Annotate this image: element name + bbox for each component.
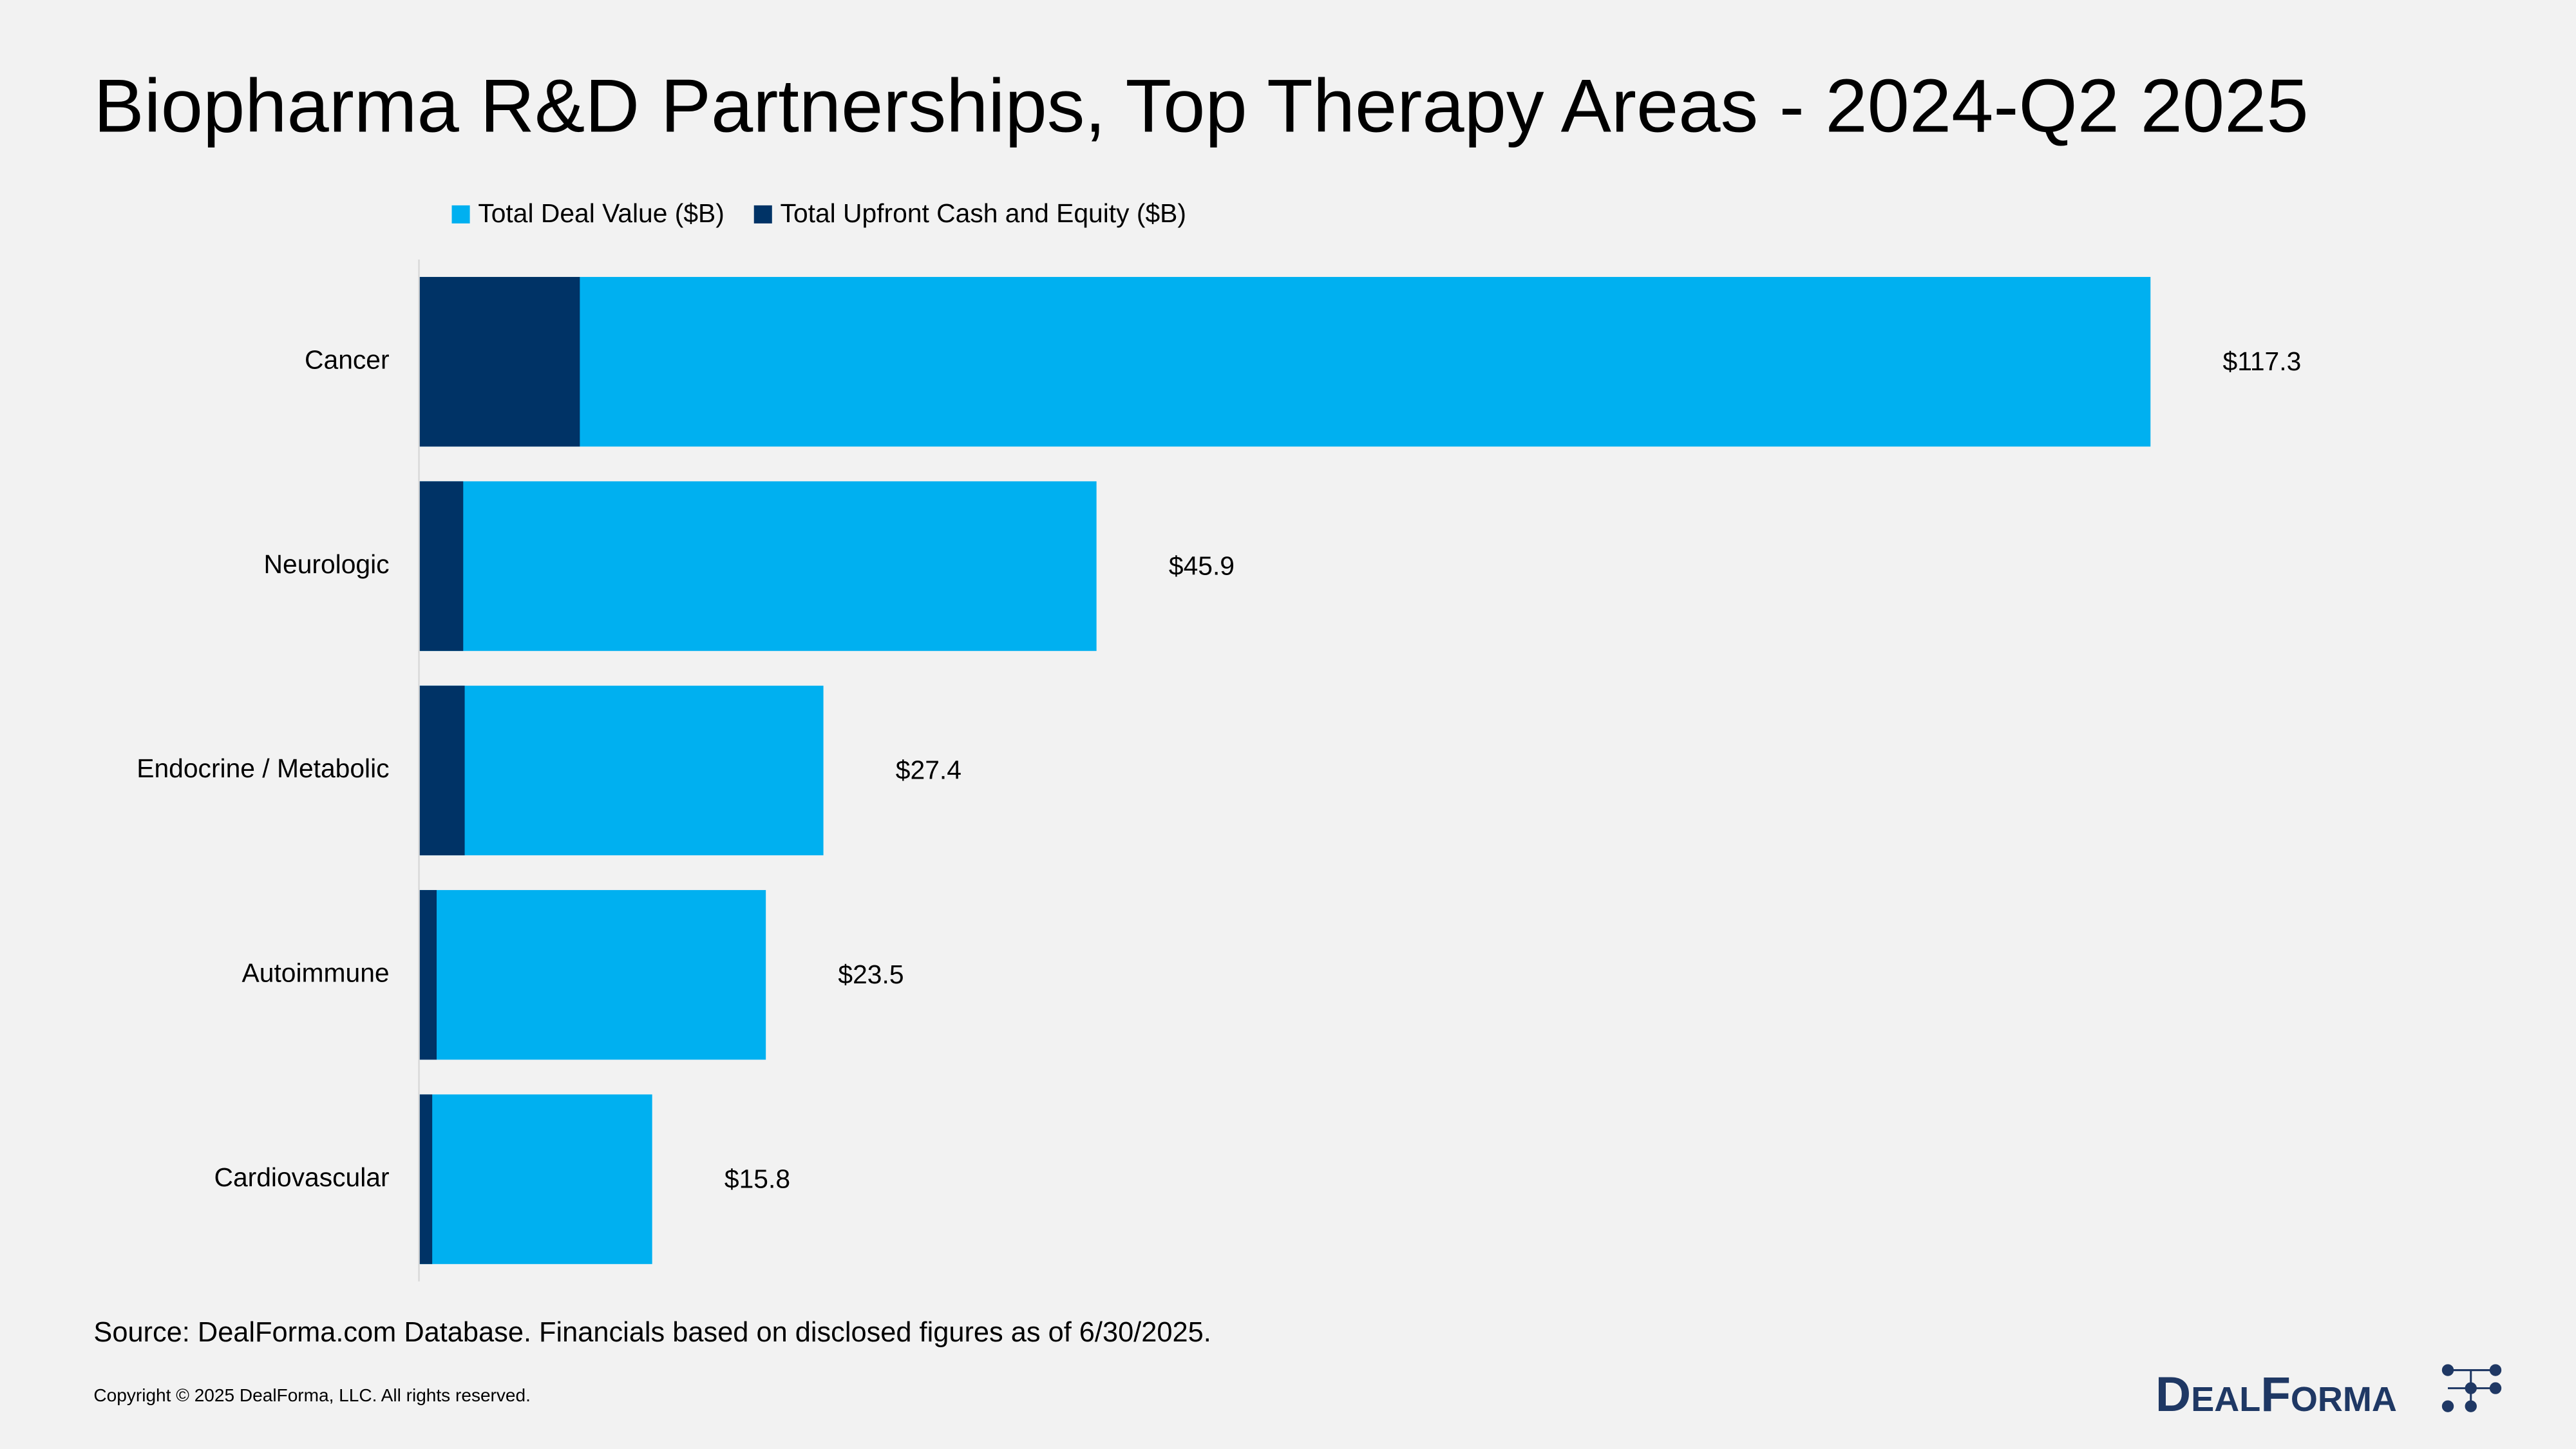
bar	[419, 890, 766, 1060]
legend-swatch	[753, 205, 772, 223]
bar	[419, 277, 580, 447]
bar	[419, 481, 464, 651]
y-tick-label: Endocrine / Metabolic	[137, 753, 389, 783]
y-tick-label: Cancer	[305, 345, 390, 375]
chart-title: Biopharma R&D Partnerships, Top Therapy …	[93, 63, 2308, 147]
source-note: Source: DealForma.com Database. Financia…	[93, 1317, 1211, 1348]
data-label: $45.9	[1169, 551, 1235, 580]
legend-label: Total Upfront Cash and Equity ($B)	[781, 198, 1186, 228]
bar	[419, 481, 1097, 651]
y-tick-label: Autoimmune	[242, 958, 390, 988]
copyright: Copyright © 2025 DealForma, LLC. All rig…	[93, 1385, 531, 1405]
data-label: $27.4	[896, 755, 961, 785]
legend-label: Total Deal Value ($B)	[478, 198, 724, 228]
bar	[419, 890, 437, 1060]
data-label: $15.8	[724, 1164, 790, 1193]
logo-dots	[2441, 1364, 2502, 1412]
bar	[419, 1094, 433, 1264]
data-label: $117.3	[2223, 346, 2302, 376]
y-tick-label: Neurologic	[264, 549, 390, 579]
y-tick-label: Cardiovascular	[214, 1162, 389, 1192]
bar	[419, 1094, 652, 1264]
bar	[419, 277, 2151, 447]
legend-swatch	[451, 205, 470, 223]
bar	[419, 685, 465, 856]
logo: DealForma	[2155, 1367, 2397, 1422]
bar	[419, 685, 824, 856]
data-label: $23.5	[838, 960, 904, 989]
